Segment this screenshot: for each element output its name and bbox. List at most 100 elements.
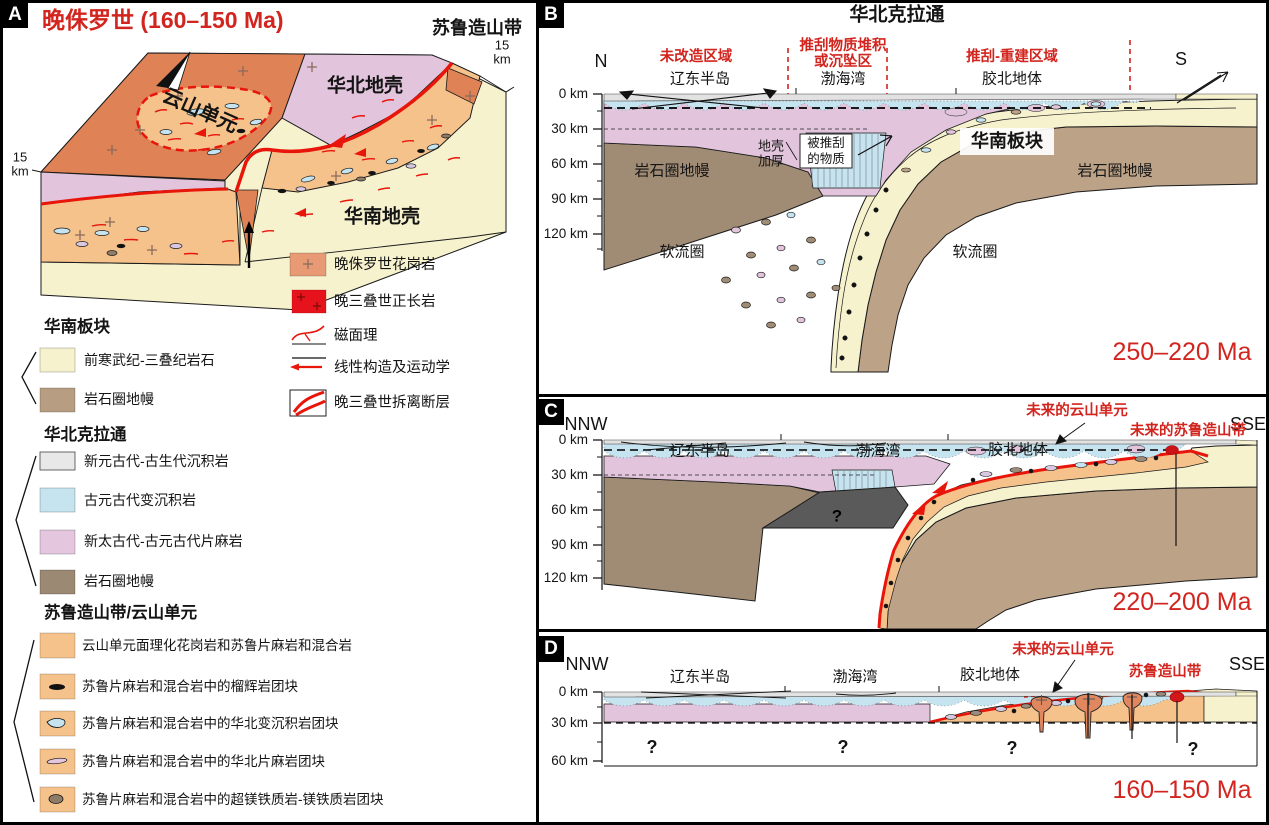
compass-nnw-c: NNW — [564, 413, 608, 434]
zone-unmodified-label: 未改造区域 — [659, 48, 733, 65]
depth-axis — [593, 93, 603, 251]
divider-c-d — [536, 629, 1269, 632]
zone-rebuilt-label: 推刮-重建区域 — [966, 48, 1058, 65]
yunshan-unit-outline — [136, 85, 273, 152]
terrane-bohai-d: 渤海湾 — [832, 668, 878, 686]
south-china-crust-label: 华南地壳 — [343, 206, 421, 228]
scale-left-unit: km — [11, 163, 29, 179]
c-depth-0: 0 km — [558, 432, 588, 447]
magnetic-foliation-marks — [91, 99, 461, 255]
legend-granite-label: 晚侏罗世花岗岩 — [334, 257, 436, 273]
b-depth-90: 90 km — [551, 191, 588, 206]
panel-a-illustration — [13, 51, 515, 813]
future-yunshan-arrow — [1055, 422, 1086, 445]
zone-scraped-label-1: 推刮物质堆积 — [799, 37, 887, 54]
s-side-thrust-arrow — [1176, 71, 1229, 104]
legend-syenite-label: 晚三叠世正长岩 — [334, 294, 436, 310]
item-metased: 古元古代变沉积岩 — [84, 492, 196, 508]
panel-d-age: 160–150 Ma — [1112, 776, 1252, 804]
scraped-box-1: 被推刮 — [807, 136, 845, 150]
legend-detachment-label: 晚三叠世拆离断层 — [334, 395, 450, 411]
nc-metased-block-swatch — [39, 710, 76, 737]
compass-s: S — [1174, 48, 1188, 69]
nc-gneiss-d — [603, 703, 931, 723]
b-depth-60: 60 km — [551, 156, 588, 171]
b-depth-0: 0 km — [558, 86, 588, 101]
depth-axis-c — [593, 439, 603, 590]
metased-band-c — [603, 443, 1187, 459]
shear-arrows-c — [912, 481, 948, 515]
scraped-box-2: 的物质 — [807, 152, 845, 166]
compass-sse-c: SSE — [1229, 413, 1267, 434]
subducted-wedge — [761, 486, 909, 529]
item-sediment: 新元古代-古生代沉积岩 — [84, 453, 229, 469]
surface-faults-c — [620, 441, 887, 451]
legend-foliation-label: 磁面理 — [334, 328, 378, 344]
slab-stripe-blobs — [839, 101, 1102, 361]
panel-c-tag: C — [538, 399, 564, 425]
lith-mantle-left-b: 岩石圈地幔 — [634, 162, 710, 180]
compass-sse-d: SSE — [1228, 653, 1266, 674]
slab-motion-arrow — [857, 134, 893, 156]
question-mark-c: ? — [831, 506, 843, 526]
zone-boundary-dashed-lines — [787, 40, 1131, 94]
sulu-belt-label-d: 苏鲁造山带 — [1128, 663, 1202, 680]
south-china-plate-label: 华南板块 — [971, 130, 1043, 151]
syenite-blob-d — [1169, 691, 1185, 703]
syenite-blob-c — [1165, 445, 1179, 455]
c-depth-30: 30 km — [551, 467, 588, 482]
group-sulu-heading: 苏鲁造山带/云山单元 — [44, 604, 198, 622]
item-nc-mantle: 岩石圈地幔 — [84, 573, 154, 589]
terrane-liaodong-d: 辽东半岛 — [669, 668, 731, 686]
asthenosphere-right-b: 软流圈 — [952, 243, 998, 261]
item-nc-gneiss-block: 苏鲁片麻岩和混合岩中的华北片麻岩团块 — [82, 754, 325, 769]
vertical-divider — [536, 0, 539, 825]
zone-scraped-label-2: 或沉坠区 — [814, 53, 872, 70]
future-yunshan-label-d: 未来的云山单元 — [1012, 641, 1114, 658]
surface-fault-arrows — [618, 88, 778, 110]
legend-lineation-label: 线性构造及运动学 — [334, 360, 450, 376]
nc-mantle-swatch — [39, 569, 76, 595]
terrane-bohai-c: 渤海湾 — [855, 442, 901, 460]
terrane-jiaobei-c: 胶北地体 — [987, 441, 1049, 459]
crust-thicken-1: 地壳 — [757, 138, 785, 154]
granite-cross-marks — [75, 62, 475, 255]
sc-mantle-swatch — [39, 387, 76, 413]
terrane-jiaobei-d: 胶北地体 — [959, 666, 1021, 684]
dike-lines-d — [1087, 693, 1178, 743]
yunshan-swatch — [39, 632, 76, 659]
c-depth-90: 90 km — [551, 537, 588, 552]
item-yunshan: 云山单元面理化花岗岩和苏鲁片麻岩和混合岩 — [82, 638, 352, 653]
panel-b-illustration — [593, 40, 1258, 373]
terrane-bohai-b: 渤海湾 — [820, 70, 866, 88]
legend-brackets — [13, 351, 37, 803]
terrane-liaodong-c: 辽东半岛 — [669, 442, 731, 460]
sediment-swatch — [39, 451, 76, 471]
panel-d-tag: D — [538, 636, 564, 662]
asthenosphere-left-b: 软流圈 — [659, 243, 705, 261]
future-sulu-label-c: 未来的苏鲁造山带 — [1130, 422, 1246, 439]
panel-a-title: 晚侏罗世 (160–150 Ma) — [42, 7, 284, 33]
surface-faults-d — [640, 690, 897, 699]
symbol-legend-swatches — [289, 252, 327, 417]
depth-axis-d — [593, 691, 603, 763]
item-eclogite: 苏鲁片麻岩和混合岩中的榴辉岩团块 — [82, 679, 298, 694]
scale-right-unit: km — [493, 51, 511, 67]
item-nc-metased-block: 苏鲁片麻岩和混合岩中的华北变沉积岩团块 — [82, 716, 339, 731]
panel-d-illustration — [593, 659, 1258, 767]
d-depth-0: 0 km — [558, 684, 588, 699]
panel-b-tag: B — [538, 2, 564, 28]
scale-right-value: 15 — [494, 37, 510, 53]
item-sc-mantle: 岩石圈地幔 — [84, 391, 154, 407]
question-d-2: ? — [837, 736, 849, 757]
panel-a-tag: A — [2, 2, 28, 28]
unit-legend-swatches — [13, 347, 76, 813]
future-yunshan-label-c: 未来的云山单元 — [1026, 402, 1128, 419]
metased-swatch — [39, 487, 76, 513]
terrane-jiaobei-b: 胶北地体 — [981, 70, 1043, 88]
question-d-3: ? — [1006, 737, 1018, 758]
panel-b-age: 250–220 Ma — [1112, 338, 1252, 366]
group-south-china-heading: 华南板块 — [44, 318, 110, 336]
band-blobs-c — [883, 455, 1159, 609]
